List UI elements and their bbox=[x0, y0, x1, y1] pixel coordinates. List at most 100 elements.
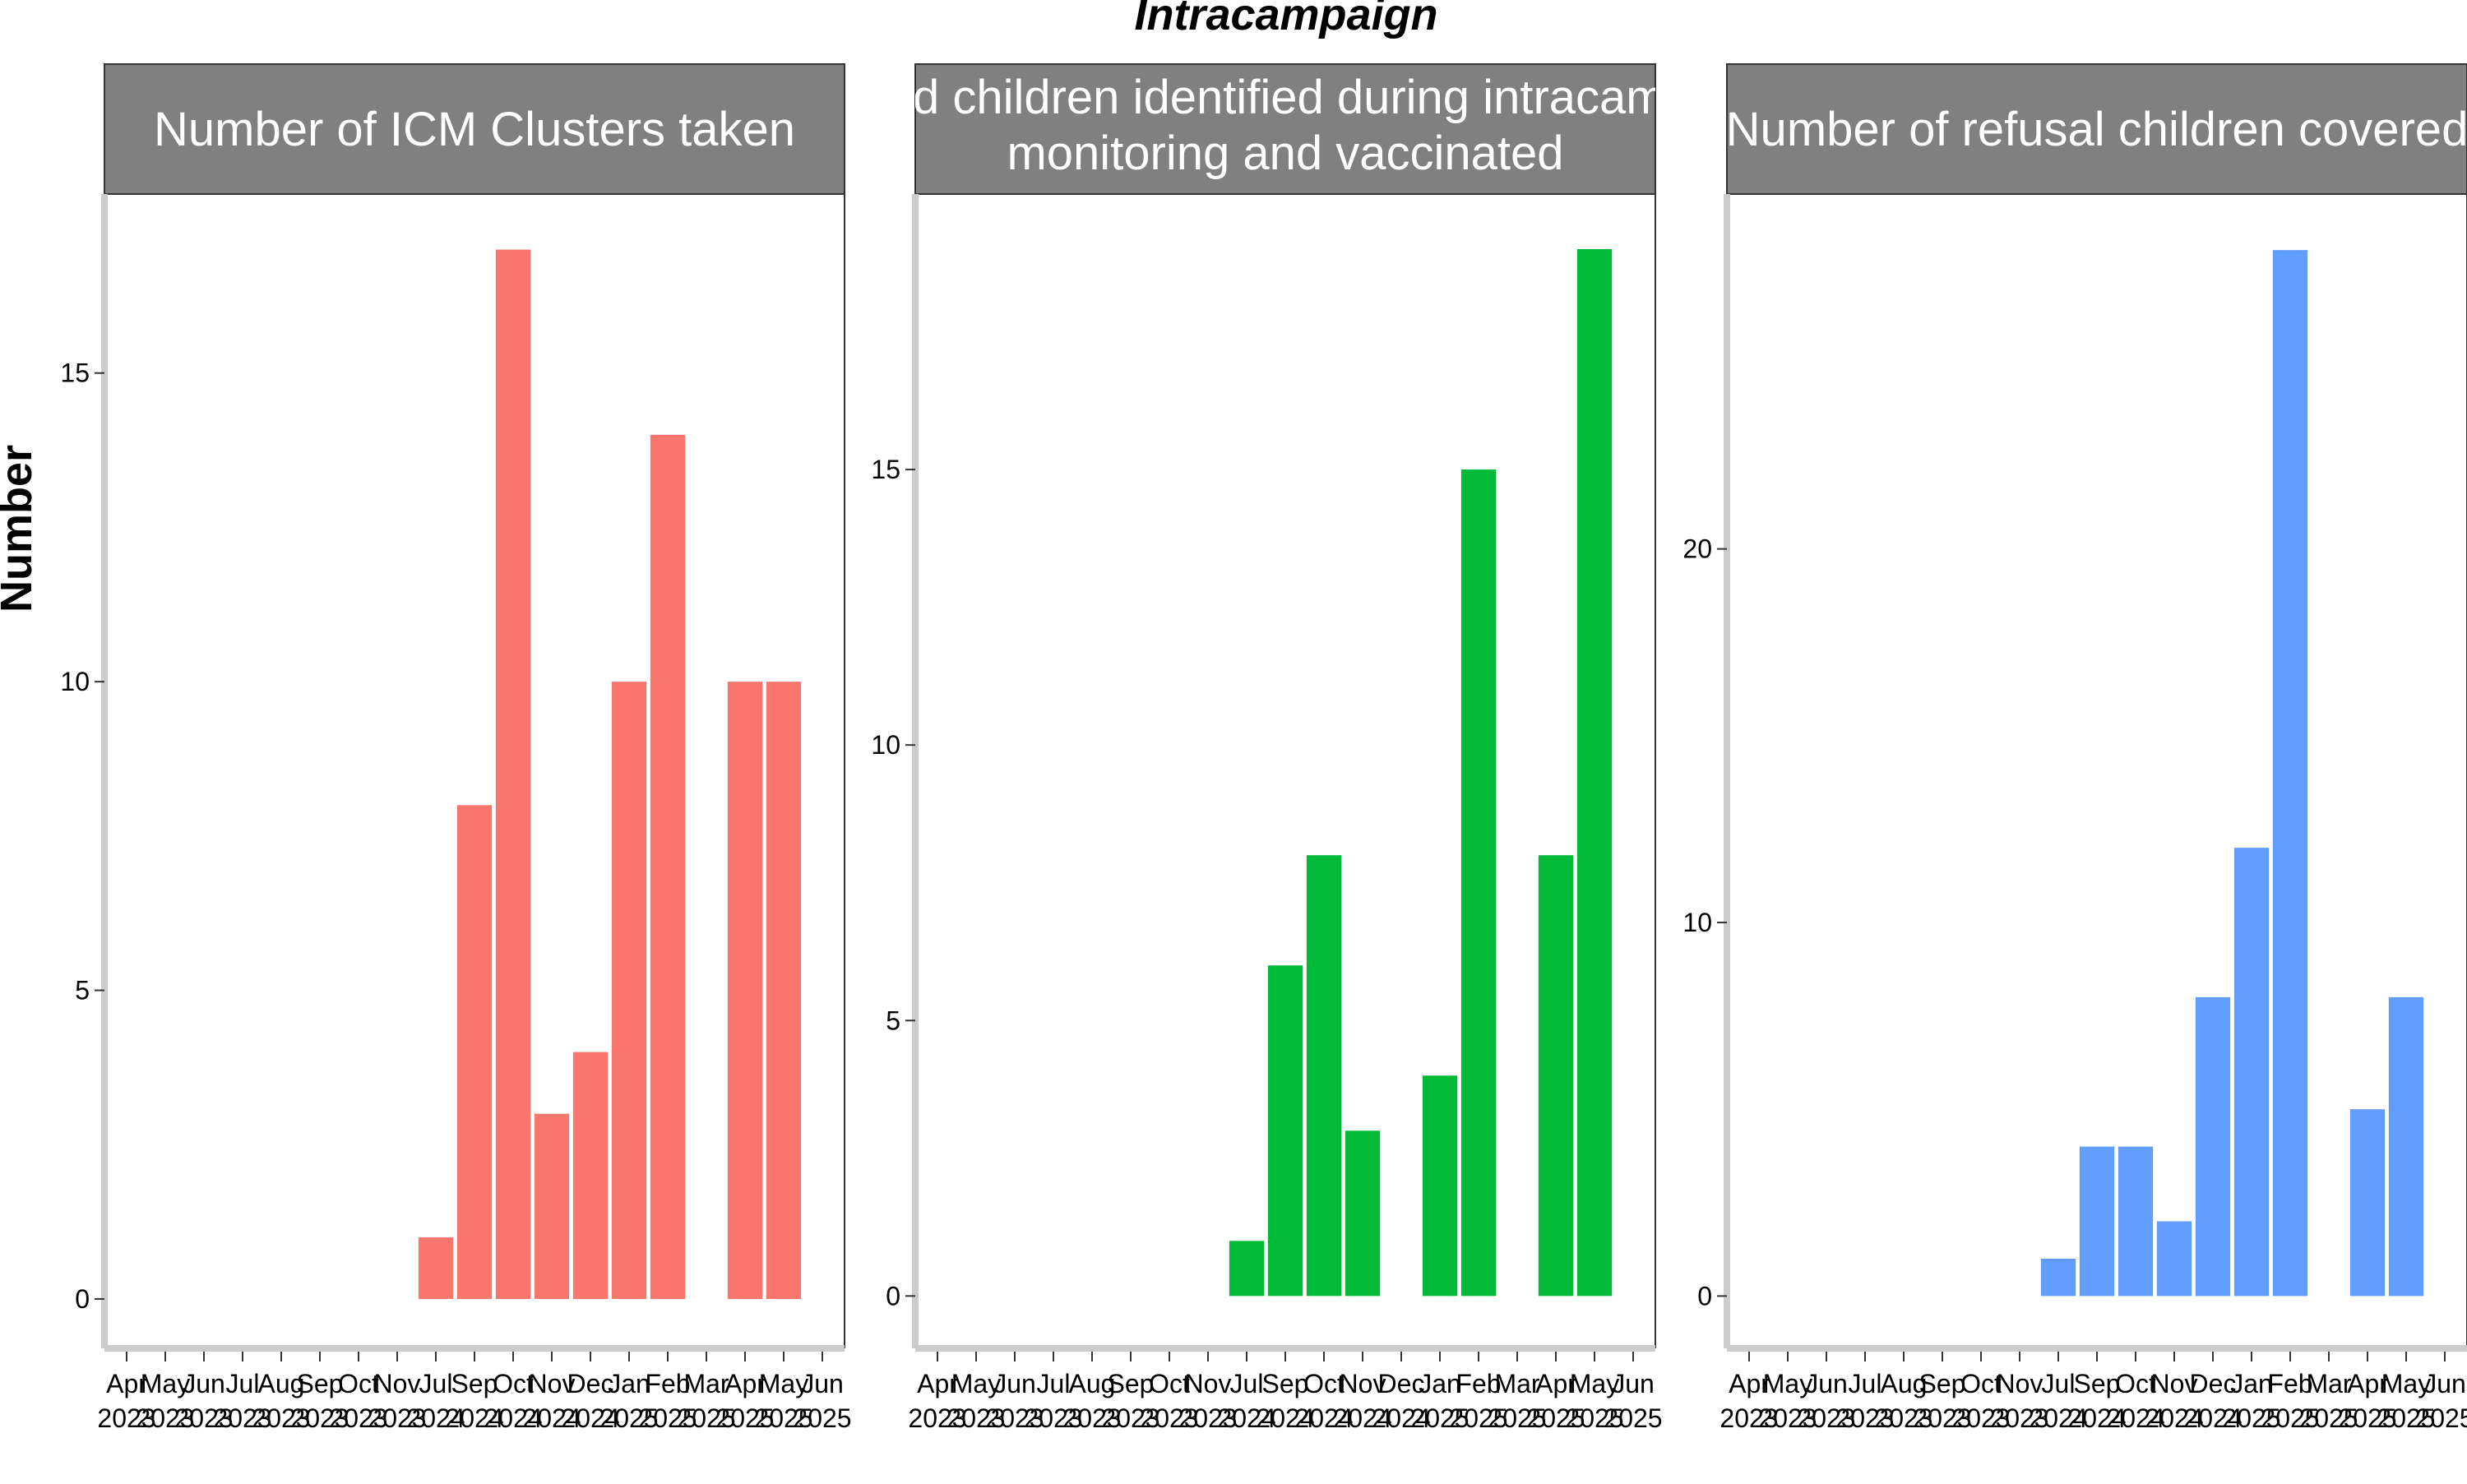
bar bbox=[418, 1237, 454, 1299]
x-tick-label-year: 2025 bbox=[1565, 1403, 1623, 1433]
x-tick-label-year: 2023 bbox=[1719, 1403, 1778, 1433]
x-tick-label-year: 2024 bbox=[406, 1403, 465, 1433]
bar bbox=[1576, 249, 1613, 1297]
x-tick-label-year: 2025 bbox=[1410, 1403, 1469, 1433]
bar bbox=[572, 1052, 609, 1299]
x-tick-label-year: 2025 bbox=[715, 1403, 774, 1433]
x-tick-label-year: 2023 bbox=[1913, 1403, 1971, 1433]
bar bbox=[2233, 848, 2270, 1297]
y-tick-label: 15 bbox=[871, 455, 900, 484]
bar bbox=[1422, 1075, 1458, 1297]
bar bbox=[1267, 965, 1303, 1297]
x-tick-label-month: Feb bbox=[645, 1369, 690, 1398]
panels: Number of ICM Clusters taken051015Apr202… bbox=[60, 63, 2467, 1433]
x-tick-label-month: Jul bbox=[226, 1369, 260, 1398]
x-tick-label-month: Oct bbox=[1960, 1369, 2002, 1398]
y-tick-label: 10 bbox=[1682, 908, 1712, 937]
x-tick-label-year: 2023 bbox=[329, 1403, 387, 1433]
x-tick-label-year: 2025 bbox=[599, 1403, 658, 1433]
x-tick-label-month: Sep bbox=[1108, 1369, 1155, 1398]
x-tick-label-month: May bbox=[1570, 1369, 1619, 1398]
x-tick-label-year: 2024 bbox=[484, 1403, 542, 1433]
x-tick-label-month: May bbox=[951, 1369, 1001, 1398]
panel-2: Missed children identified during intrac… bbox=[871, 63, 1663, 1433]
bar bbox=[766, 682, 802, 1299]
x-tick-label-month: Oct bbox=[493, 1369, 534, 1398]
x-tick-label-year: 2025 bbox=[2377, 1403, 2435, 1433]
bar bbox=[2156, 1221, 2192, 1297]
bar bbox=[1229, 1241, 1265, 1297]
x-tick-label-month: Jul bbox=[419, 1369, 453, 1398]
bar bbox=[495, 249, 531, 1299]
x-tick-label-month: Sep bbox=[1262, 1369, 1309, 1398]
x-tick-label-month: Jun bbox=[1805, 1369, 1848, 1398]
x-tick-label-month: Jun bbox=[2423, 1369, 2466, 1398]
bar bbox=[1306, 855, 1342, 1297]
x-tick-label-year: 2025 bbox=[793, 1403, 851, 1433]
x-tick-label-month: Sep bbox=[1919, 1369, 1966, 1398]
x-tick-label-month: Mar bbox=[2306, 1369, 2351, 1398]
x-tick-label-month: Nov bbox=[2151, 1369, 2198, 1398]
x-tick-label-year: 2023 bbox=[947, 1403, 1005, 1433]
x-tick-label-month: Apr bbox=[2347, 1369, 2388, 1398]
x-tick-label-month: Aug bbox=[1069, 1369, 1116, 1398]
x-tick-label-month: Mar bbox=[1494, 1369, 1539, 1398]
x-tick-label-year: 2025 bbox=[754, 1403, 812, 1433]
x-tick-label-year: 2025 bbox=[2415, 1403, 2467, 1433]
x-tick-label-year: 2024 bbox=[561, 1403, 619, 1433]
x-tick-label-year: 2023 bbox=[252, 1403, 310, 1433]
x-tick-label-month: May bbox=[759, 1369, 808, 1398]
x-tick-label-year: 2023 bbox=[1990, 1403, 2048, 1433]
panel-title-line: monitoring and vaccinated bbox=[1007, 127, 1563, 180]
panel-title-line: Number of refusal children covered bbox=[1726, 103, 2467, 156]
x-tick-label-year: 2024 bbox=[2145, 1403, 2203, 1433]
x-tick-label-month: Apr bbox=[1729, 1369, 1770, 1398]
y-tick-label: 5 bbox=[886, 1006, 900, 1035]
x-tick-label-year: 2024 bbox=[1294, 1403, 1353, 1433]
x-tick-label-year: 2024 bbox=[522, 1403, 581, 1433]
x-tick-label-month: Apr bbox=[724, 1369, 766, 1398]
y-tick-label: 10 bbox=[60, 667, 90, 696]
y-tick-label: 5 bbox=[75, 976, 90, 1006]
chart-title: Intracampaign bbox=[1134, 0, 1437, 39]
x-tick-label-year: 2023 bbox=[985, 1403, 1044, 1433]
x-tick-label-year: 2025 bbox=[1488, 1403, 1546, 1433]
bar bbox=[1345, 1130, 1381, 1297]
x-tick-label-month: Nov bbox=[1997, 1369, 2043, 1398]
y-tick-label: 0 bbox=[886, 1281, 900, 1311]
x-tick-label-month: Jan bbox=[2230, 1369, 2273, 1398]
y-tick-label: 0 bbox=[1697, 1281, 1712, 1311]
y-tick-label: 15 bbox=[60, 358, 90, 388]
x-tick-label-month: Nov bbox=[1185, 1369, 1232, 1398]
panel-strip bbox=[914, 63, 1656, 195]
x-tick-label-month: May bbox=[141, 1369, 190, 1398]
bar bbox=[611, 682, 647, 1299]
x-tick-label-month: Sep bbox=[297, 1369, 344, 1398]
y-axis-label: Number bbox=[0, 445, 41, 613]
x-tick-label-year: 2023 bbox=[1758, 1403, 1817, 1433]
x-tick-label-month: Jul bbox=[1849, 1369, 1882, 1398]
x-tick-label-year: 2023 bbox=[1140, 1403, 1198, 1433]
x-tick-label-year: 2025 bbox=[2338, 1403, 2396, 1433]
panel-strip bbox=[104, 63, 845, 195]
panel-3: Number of refusal children covered 0 10 20 A… bbox=[1682, 63, 2467, 1433]
x-tick-label-month: Nov bbox=[374, 1369, 421, 1398]
x-tick-label-month: Jul bbox=[1037, 1369, 1071, 1398]
x-tick-label-month: Jun bbox=[993, 1369, 1036, 1398]
bar bbox=[1460, 469, 1497, 1297]
x-tick-label-year: 2023 bbox=[1874, 1403, 1932, 1433]
x-tick-label-month: Jul bbox=[1230, 1369, 1264, 1398]
x-tick-label-month: Apr bbox=[106, 1369, 147, 1398]
x-tick-label-month: Jan bbox=[1419, 1369, 1461, 1398]
x-tick-label-year: 2024 bbox=[2106, 1403, 2164, 1433]
x-tick-label-month: Oct bbox=[338, 1369, 379, 1398]
x-tick-label-month: Apr bbox=[917, 1369, 958, 1398]
x-tick-label-month: Oct bbox=[1149, 1369, 1190, 1398]
x-tick-label-year: 2023 bbox=[97, 1403, 155, 1433]
x-tick-label-month: Dec bbox=[1378, 1369, 1425, 1398]
x-tick-label-year: 2024 bbox=[445, 1403, 503, 1433]
bar bbox=[2388, 996, 2424, 1297]
bar bbox=[2040, 1258, 2076, 1297]
x-tick-label-month: Feb bbox=[1456, 1369, 1501, 1398]
